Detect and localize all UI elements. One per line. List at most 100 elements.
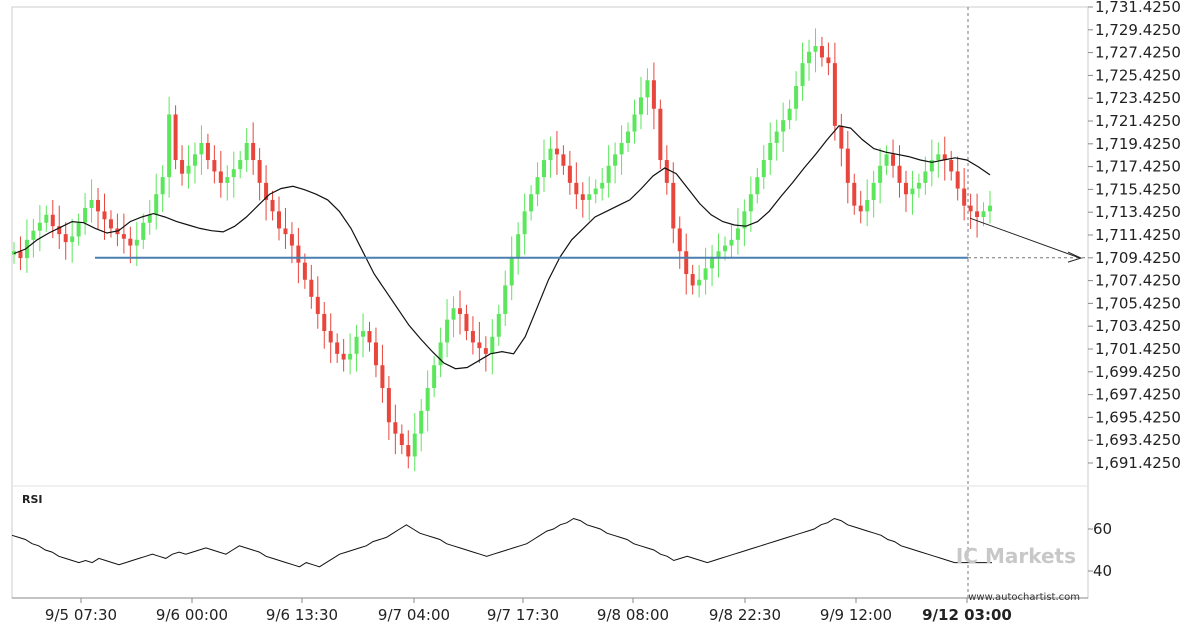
candle-body bbox=[477, 342, 482, 349]
candle-body bbox=[445, 319, 450, 343]
y-tick-label: 1,705.4250 bbox=[1095, 294, 1181, 312]
candle-body bbox=[141, 222, 146, 240]
candle-body bbox=[406, 445, 411, 457]
candle-body bbox=[787, 108, 792, 121]
x-tick-label: 9/9 12:00 bbox=[820, 606, 892, 624]
y-tick-label: 1,691.4250 bbox=[1095, 454, 1181, 472]
y-tick-label: 1,729.4250 bbox=[1095, 21, 1181, 39]
y-tick-label: 1,695.4250 bbox=[1095, 408, 1181, 426]
y-tick-label: 1,715.4250 bbox=[1095, 180, 1181, 198]
candle-body bbox=[257, 160, 262, 183]
candle-body bbox=[619, 142, 624, 155]
candle-body bbox=[839, 125, 844, 149]
candle-body bbox=[516, 234, 521, 257]
candle-body bbox=[819, 46, 824, 58]
candle-body bbox=[561, 154, 566, 166]
candle-body bbox=[522, 211, 527, 235]
candle-body bbox=[432, 365, 437, 389]
y-tick-label: 1,717.4250 bbox=[1095, 158, 1181, 176]
candle-body bbox=[341, 353, 346, 360]
candle-body bbox=[57, 226, 62, 235]
candle-body bbox=[412, 433, 417, 457]
y-tick-label: 1,697.4250 bbox=[1095, 386, 1181, 404]
candle-body bbox=[697, 279, 702, 286]
x-tick-label: 9/7 04:00 bbox=[378, 606, 450, 624]
candle-body bbox=[949, 160, 954, 172]
candle-body bbox=[225, 177, 230, 183]
candle-body bbox=[871, 182, 876, 200]
candle-body bbox=[703, 268, 708, 280]
candle-body bbox=[386, 388, 391, 423]
moving-average-line bbox=[13, 125, 991, 370]
candles bbox=[12, 28, 992, 472]
candle-body bbox=[63, 234, 68, 243]
candle-body bbox=[600, 182, 605, 189]
candle-body bbox=[31, 230, 36, 240]
candle-body bbox=[574, 182, 579, 195]
x-tick-label: 9/6 13:30 bbox=[266, 606, 338, 624]
candle-body bbox=[496, 313, 501, 337]
candle-body bbox=[593, 188, 598, 195]
candle-body bbox=[567, 165, 572, 183]
y-tick-label: 1,693.4250 bbox=[1095, 431, 1181, 449]
candle-body bbox=[729, 239, 734, 246]
candle-body bbox=[83, 207, 88, 223]
y-tick-label: 1,713.4250 bbox=[1095, 203, 1181, 221]
candle-body bbox=[108, 219, 113, 229]
rsi-tick-label: 40 bbox=[1093, 562, 1112, 580]
candle-body bbox=[529, 194, 534, 212]
x-tick-label: 9/7 17:30 bbox=[487, 606, 559, 624]
candle-body bbox=[160, 177, 165, 195]
candle-body bbox=[70, 236, 75, 243]
watermark-logo: IC Markets bbox=[956, 544, 1076, 568]
candle-body bbox=[96, 199, 101, 212]
candle-body bbox=[231, 169, 236, 178]
candle-body bbox=[942, 154, 947, 161]
candle-body bbox=[613, 154, 618, 166]
projection-arrowhead bbox=[1067, 251, 1083, 263]
candle-body bbox=[742, 211, 747, 229]
y-tick-label: 1,701.4250 bbox=[1095, 340, 1181, 358]
projection-line bbox=[969, 217, 1081, 259]
y-tick-label: 1,731.4250 bbox=[1095, 0, 1181, 16]
y-tick-label: 1,711.4250 bbox=[1095, 226, 1181, 244]
candle-body bbox=[361, 331, 366, 337]
candle-body bbox=[199, 142, 204, 155]
candle-body bbox=[457, 308, 462, 314]
candle-body bbox=[128, 238, 133, 246]
candle-body bbox=[858, 205, 863, 212]
candle-body bbox=[277, 211, 282, 229]
candle-body bbox=[884, 154, 889, 166]
candle-body bbox=[638, 97, 643, 115]
candle-body bbox=[923, 171, 928, 183]
candle-body bbox=[916, 182, 921, 189]
candle-body bbox=[44, 214, 49, 223]
candle-body bbox=[205, 142, 210, 161]
candle-body bbox=[781, 120, 786, 132]
candle-body bbox=[483, 348, 488, 354]
candle-body bbox=[826, 57, 831, 64]
watermark: IC Markets www.autochartist.com bbox=[956, 544, 1080, 603]
candle-body bbox=[348, 353, 353, 360]
y-tick-label: 1,699.4250 bbox=[1095, 363, 1181, 381]
candle-body bbox=[891, 154, 896, 166]
candle-body bbox=[852, 182, 857, 206]
candle-body bbox=[264, 182, 269, 200]
candle-body bbox=[180, 160, 185, 174]
candle-body bbox=[910, 188, 915, 195]
y-tick-label: 1,703.4250 bbox=[1095, 317, 1181, 335]
candle-body bbox=[684, 251, 689, 275]
candle-body bbox=[147, 214, 152, 223]
candle-body bbox=[936, 154, 941, 161]
candle-body bbox=[710, 256, 715, 269]
candle-body bbox=[354, 336, 359, 354]
candle-body bbox=[606, 165, 611, 183]
candle-body bbox=[813, 46, 818, 52]
candle-body bbox=[755, 177, 760, 195]
candle-body bbox=[399, 433, 404, 446]
candle-body bbox=[283, 228, 288, 235]
candle-body bbox=[503, 285, 508, 314]
plot-frame bbox=[11, 6, 1089, 599]
